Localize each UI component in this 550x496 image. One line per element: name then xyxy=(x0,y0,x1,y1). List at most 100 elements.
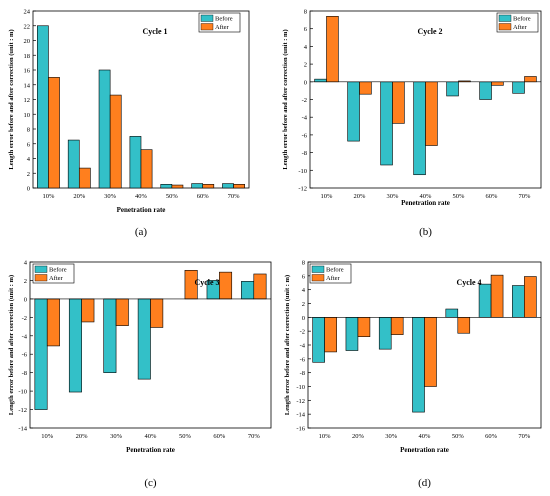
y-tick-label: 14 xyxy=(24,82,31,89)
y-tick-label: -12 xyxy=(298,186,307,193)
legend-swatch-before xyxy=(498,14,512,22)
y-tick-label: 0 xyxy=(304,79,307,86)
x-tick-label: 30% xyxy=(104,193,117,200)
y-tick-label: -8 xyxy=(302,150,307,157)
bar-before-6 xyxy=(478,283,492,318)
x-tick-label: 20% xyxy=(352,433,365,440)
y-tick-label: -8 xyxy=(22,370,27,377)
y-tick-label: 16 xyxy=(24,68,31,75)
x-tick-label: 40% xyxy=(419,433,432,440)
legend-label-before: Before xyxy=(326,267,344,274)
legend-swatch-after xyxy=(311,274,325,282)
x-tick-label: 20% xyxy=(354,193,367,200)
bar-before-1 xyxy=(314,78,327,83)
legend-swatch-before xyxy=(200,14,214,22)
bar-before-3 xyxy=(98,69,111,189)
x-tick-label: 40% xyxy=(420,193,433,200)
y-tick-label: 4 xyxy=(304,44,308,51)
bar-before-4 xyxy=(413,81,426,176)
x-tick-label: 50% xyxy=(166,193,179,200)
y-tick-label: 10 xyxy=(24,112,31,119)
bar-after-7 xyxy=(524,76,537,83)
y-tick-label: 6 xyxy=(302,273,306,280)
legend-label-before: Before xyxy=(49,267,67,274)
y-tick-label: 22 xyxy=(24,23,31,30)
y-tick-label: -10 xyxy=(298,168,307,175)
bar-after-1 xyxy=(324,317,337,353)
y-tick-label: -8 xyxy=(300,370,305,377)
y-tick-label: 2 xyxy=(304,62,307,69)
y-tick-label: 24 xyxy=(24,9,31,16)
bar-after-6 xyxy=(202,184,215,189)
y-axis-label: Length error before and after correction… xyxy=(282,29,289,169)
bar-after-3 xyxy=(392,81,405,124)
y-tick-label: -4 xyxy=(22,333,28,340)
bar-after-1 xyxy=(48,77,60,189)
bar-before-4 xyxy=(129,136,142,189)
bar-after-6 xyxy=(219,271,233,300)
y-tick-label: 2 xyxy=(302,301,305,308)
bar-before-7 xyxy=(512,285,525,318)
bar-before-3 xyxy=(103,298,117,373)
legend-label-after: After xyxy=(215,24,230,31)
bar-after-2 xyxy=(81,298,95,323)
y-axis-label: Length error before and after correction… xyxy=(8,275,15,415)
bar-before-2 xyxy=(67,139,80,189)
y-tick-label: 2 xyxy=(27,171,30,178)
bar-before-5 xyxy=(445,308,459,318)
x-tick-label: 60% xyxy=(486,193,499,200)
bar-before-1 xyxy=(37,25,49,189)
y-axis-label: Length error before and after correction… xyxy=(284,275,291,415)
bar-after-2 xyxy=(359,81,372,95)
x-axis-label: Penetration rate xyxy=(400,446,449,454)
bar-after-3 xyxy=(115,298,129,326)
bar-before-4 xyxy=(137,298,151,380)
y-tick-label: -4 xyxy=(300,343,306,350)
bar-before-5 xyxy=(160,184,173,189)
x-tick-label: 30% xyxy=(110,433,123,440)
y-tick-label: 6 xyxy=(304,26,308,33)
x-tick-label: 10% xyxy=(42,193,55,200)
y-tick-label: 8 xyxy=(27,127,30,134)
panel-label: (a) xyxy=(135,226,148,238)
legend-swatch-before xyxy=(34,265,48,273)
x-tick-label: 20% xyxy=(73,193,86,200)
bar-after-3 xyxy=(390,317,404,335)
x-axis-label: Penetration rate xyxy=(401,199,450,207)
bar-before-7 xyxy=(241,281,255,300)
bar-after-7 xyxy=(253,273,267,300)
bar-after-5 xyxy=(457,317,471,334)
x-tick-label: 10% xyxy=(321,193,334,200)
y-tick-label: -10 xyxy=(18,389,27,396)
x-tick-label: 50% xyxy=(452,433,465,440)
y-tick-label: 8 xyxy=(304,9,307,16)
bar-before-2 xyxy=(347,81,360,142)
bar-after-6 xyxy=(491,81,504,86)
bar-before-3 xyxy=(378,317,392,350)
x-tick-label: 70% xyxy=(228,193,241,200)
y-tick-label: 4 xyxy=(24,260,28,267)
bar-after-4 xyxy=(424,317,437,387)
x-tick-label: 10% xyxy=(319,433,332,440)
bar-after-4 xyxy=(150,298,164,328)
plot-frame xyxy=(29,261,272,429)
bar-after-3 xyxy=(109,94,122,189)
bar-after-7 xyxy=(233,184,245,189)
x-axis-label: Penetration rate xyxy=(117,206,166,214)
y-tick-label: 0 xyxy=(24,296,27,303)
y-tick-label: -2 xyxy=(300,329,305,336)
bar-before-7 xyxy=(512,81,525,94)
legend-label-after: After xyxy=(49,275,64,282)
panel-label: (d) xyxy=(418,477,431,489)
bar-after-4 xyxy=(425,81,438,146)
bar-after-1 xyxy=(326,16,339,83)
y-tick-label: -16 xyxy=(296,426,305,433)
y-tick-label: 0 xyxy=(27,186,30,193)
x-tick-label: 60% xyxy=(197,193,210,200)
y-tick-label: 20 xyxy=(24,38,31,45)
